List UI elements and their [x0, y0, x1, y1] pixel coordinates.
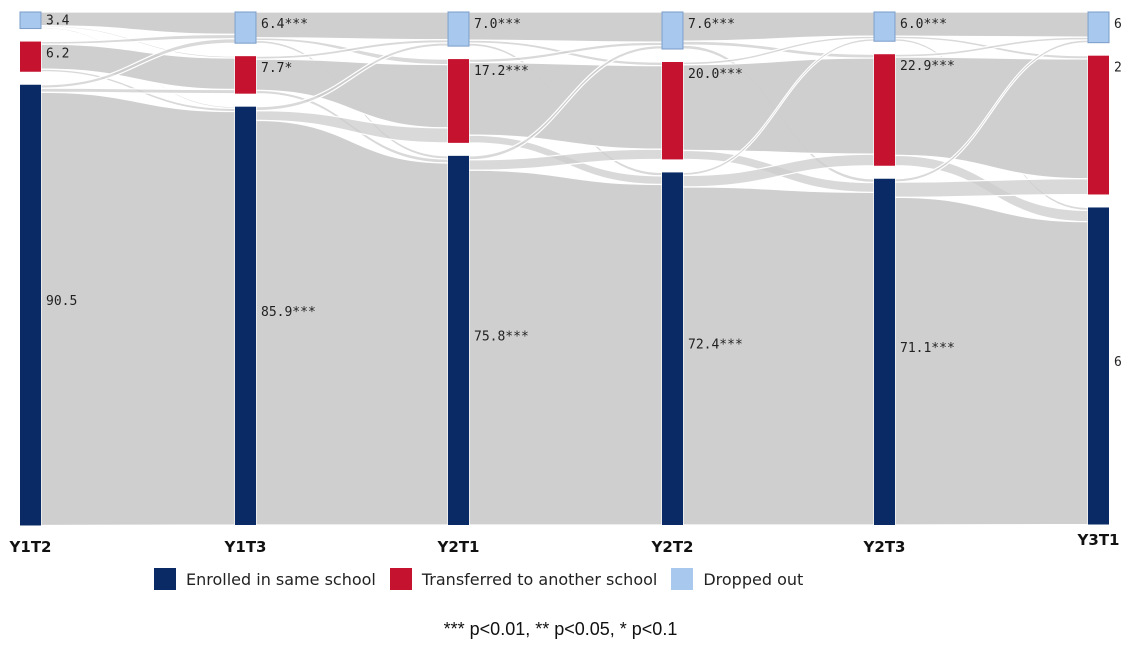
node-Y2T2-transferred: [662, 62, 683, 160]
label-Y1T3-dropped: 6.4***: [261, 17, 308, 32]
label-Y2T3-dropped: 6.0***: [900, 17, 947, 32]
node-Y2T1-enrolled: [448, 155, 469, 525]
label-Y2T3-enrolled: 71.1***: [900, 341, 955, 356]
node-Y1T3-enrolled: [235, 106, 256, 526]
category-label-Y3T1: Y3T1: [1077, 531, 1120, 549]
node-Y2T2-enrolled: [662, 172, 683, 526]
legend-label-transferred: Transferred to another school: [421, 569, 658, 589]
node-Y3T1-transferred: [1088, 55, 1109, 195]
node-Y2T3-enrolled: [874, 178, 895, 526]
node-Y1T3-transferred: [235, 56, 256, 94]
node-Y1T2-transferred: [20, 41, 41, 72]
flow-group: [40, 11, 1089, 527]
node-Y1T2-enrolled: [20, 84, 41, 526]
node-Y2T2-dropped: [661, 11, 684, 50]
legend-swatch-dropped: [671, 568, 694, 590]
label-Y1T2-enrolled: 90.5: [46, 294, 77, 309]
node-Y1T3-dropped: [234, 11, 257, 44]
legend-item-dropped: Dropped out: [671, 568, 803, 590]
legend-swatch-enrolled: [154, 568, 176, 590]
label-Y2T1-dropped: 7.0***: [474, 17, 521, 32]
node-Y3T1-enrolled: [1088, 207, 1109, 525]
label-Y3T1-transferred: 28.5***: [1114, 61, 1121, 76]
flow-Y2T3-enrolled-to-Y3T1-enrolled: [894, 196, 1089, 526]
label-Y1T3-enrolled: 85.9***: [261, 305, 316, 320]
flow-Y2T2-enrolled-to-Y2T3-enrolled: [682, 186, 875, 526]
category-label-Y1T2: Y1T2: [9, 538, 52, 556]
label-Y2T2-transferred: 20.0***: [688, 67, 743, 82]
node-Y2T3-transferred: [874, 54, 895, 166]
node-Y2T3-dropped: [873, 11, 896, 42]
node-Y2T1-dropped: [447, 11, 470, 47]
flow-Y2T3-enrolled-to-Y3T1-transferred: [894, 178, 1089, 198]
label-Y1T2-dropped: 3.4: [46, 13, 70, 28]
node-Y3T1-dropped: [1087, 11, 1110, 44]
category-label-Y2T1: Y2T1: [437, 538, 480, 556]
category-label-Y2T2: Y2T2: [651, 538, 694, 556]
flow-Y2T1-enrolled-to-Y2T2-enrolled: [468, 169, 663, 526]
flow-Y1T3-transferred-to-Y2T1-dropped: [255, 39, 449, 60]
legend-item-transferred: Transferred to another school: [389, 568, 658, 590]
legend-swatch-transferred: [389, 568, 412, 590]
significance-footnote: *** p<0.01, ** p<0.05, * p<0.1: [443, 619, 678, 639]
label-Y2T1-transferred: 17.2***: [474, 64, 529, 79]
category-label-Y1T3: Y1T3: [224, 538, 267, 556]
label-Y2T1-enrolled: 75.8***: [474, 329, 529, 344]
node-Y1T2-dropped: [19, 11, 42, 30]
label-Y1T2-transferred: 6.2: [46, 47, 69, 62]
legend-item-enrolled: Enrolled in same school: [154, 568, 376, 590]
node-Y2T1-transferred: [448, 59, 469, 143]
category-label-Y2T3: Y2T3: [863, 538, 906, 556]
label-Y1T3-transferred: 7.7*: [261, 61, 292, 76]
legend-label-enrolled: Enrolled in same school: [186, 569, 376, 589]
flow-Y1T3-enrolled-to-Y2T1-enrolled: [255, 119, 449, 526]
label-Y2T2-dropped: 7.6***: [688, 17, 735, 32]
label-Y3T1-dropped: 6.3***: [1114, 17, 1121, 32]
label-Y3T1-enrolled: 65.1***: [1114, 355, 1121, 370]
legend-label-dropped: Dropped out: [703, 569, 804, 589]
legend: Enrolled in same school Transferred to a…: [154, 568, 817, 590]
label-Y2T2-enrolled: 72.4***: [688, 338, 743, 353]
label-Y2T3-transferred: 22.9***: [900, 59, 955, 74]
